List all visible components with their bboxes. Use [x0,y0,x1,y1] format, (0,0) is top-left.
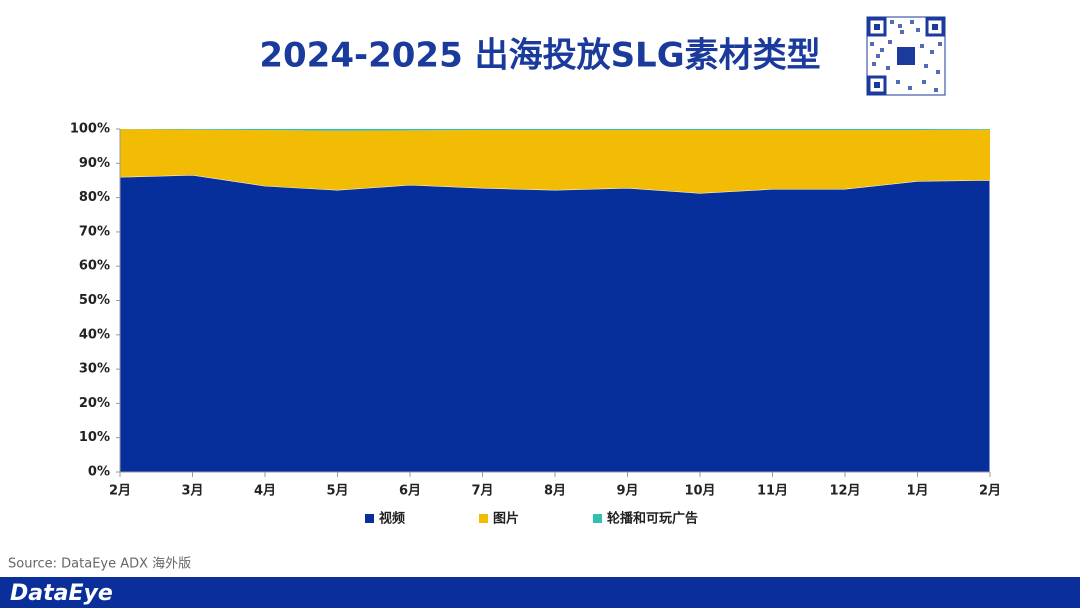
legend-label: 轮播和可玩广告 [607,511,698,527]
y-tick-label: 10% [79,430,110,445]
x-tick-label: 2月 [109,484,131,499]
legend-swatch [479,514,488,523]
x-tick-label: 4月 [254,484,276,499]
y-tick-label: 40% [79,327,110,342]
x-tick-label: 8月 [544,484,566,499]
area [119,174,991,473]
y-tick-label: 70% [79,224,110,239]
y-tick-label: 50% [79,293,110,308]
area [120,129,990,131]
qr-code [866,16,946,96]
x-tick-label: 7月 [471,484,493,499]
y-tick-label: 20% [79,396,110,411]
y-tick-label: 100% [70,122,110,137]
chart-title: 2024-2025 出海投放SLG素材类型 [259,36,820,76]
x-tick-label: 6月 [399,484,421,499]
x-tick-label: 1月 [906,484,928,499]
footer-band [0,577,1080,608]
x-tick-label: 10月 [684,484,715,499]
legend-swatch [365,514,374,523]
y-tick-label: 60% [79,259,110,274]
x-tick-label: 11月 [757,484,788,499]
x-tick-label: 12月 [829,484,860,499]
y-tick-label: 80% [79,190,110,205]
x-tick-label: 3月 [181,484,203,499]
x-tick-label: 2月 [979,484,1001,499]
x-tick-label: 9月 [616,484,638,499]
y-tick-label: 90% [79,156,110,171]
source-note: Source: DataEye ADX 海外版 [8,557,191,572]
x-tick-label: 5月 [326,484,348,499]
area [120,129,990,194]
y-tick-label: 0% [88,465,110,480]
legend-swatch [593,514,602,523]
legend-label: 视频 [379,511,405,527]
y-tick-label: 30% [79,362,110,377]
legend-label: 图片 [493,511,519,527]
logo: DataEye [10,581,113,606]
